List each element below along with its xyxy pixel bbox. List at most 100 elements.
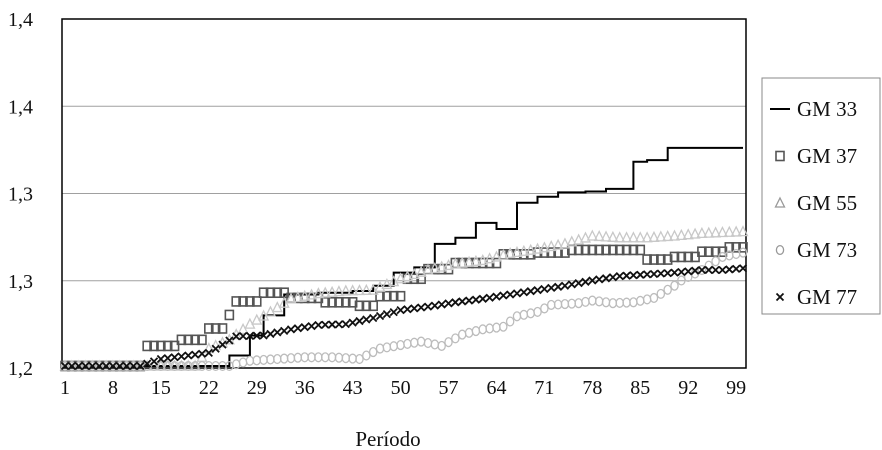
series-gm-73-point [629, 297, 638, 308]
series-gm-77-point [684, 267, 693, 276]
series-gm-73-point [546, 299, 556, 310]
series-gm-77-point [512, 289, 522, 298]
series-gm-73-point [334, 352, 344, 363]
series-gm-37-point [183, 334, 194, 346]
series-gm-77-point [464, 296, 474, 305]
series-gm-73-point [526, 308, 535, 319]
legend-gm-73-swatch [775, 244, 785, 256]
series-gm-73-point [266, 354, 275, 365]
series-gm-73-point [389, 341, 398, 352]
x-tick-label: 29 [247, 377, 267, 399]
x-tick-label: 43 [343, 377, 363, 399]
x-tick-label: 64 [486, 377, 506, 399]
series-gm-73-point [622, 297, 631, 308]
series-gm-55-point [497, 248, 509, 260]
series-gm-73-point [300, 352, 309, 363]
series-gm-77-point [738, 264, 748, 273]
series-gm-77-point [321, 320, 330, 329]
series-gm-77-point [588, 276, 597, 285]
series-gm-73-point [649, 292, 659, 303]
series-gm-55-point [531, 242, 544, 254]
series-gm-55-point [305, 288, 318, 300]
series-gm-73-point [492, 322, 501, 333]
series-gm-77-point [232, 332, 241, 341]
y-tick-labels: 1,2 1,3 1,3 1,4 1,4 [8, 9, 33, 380]
series-gm-77-point [60, 361, 70, 371]
series-gm-77-point [382, 309, 392, 319]
series-gm-77-point [136, 361, 145, 371]
series-gm-73-point [738, 247, 748, 258]
series-gm-77-point [519, 288, 528, 297]
series-gm-73-point [286, 353, 296, 364]
legend-gm-77-swatch [775, 292, 785, 302]
series-gm-37-point [245, 296, 255, 307]
series-gm-77-point [95, 361, 104, 371]
series-gm-73-point [567, 298, 577, 309]
series-gm-37-point [190, 334, 200, 346]
series-gm-73-point [382, 342, 392, 353]
series-gm-37-point [710, 246, 721, 258]
series-gm-37-point [608, 244, 618, 256]
series-gm-37-point [601, 244, 611, 256]
series-gm-77-point [458, 297, 467, 306]
series-gm-73-point [656, 288, 666, 299]
series-gm-77-point [293, 324, 302, 333]
series-gm-55-point [723, 225, 735, 237]
series-gm-73-point [519, 309, 529, 320]
series-gm-77-point [581, 277, 590, 286]
series-gm-55-point [614, 231, 626, 243]
series-gm-77 [60, 264, 748, 371]
x-tick-label: 92 [678, 377, 698, 399]
series-gm-37-point [656, 254, 666, 265]
series-gm-73-point [293, 352, 303, 363]
series-gm-37-point [573, 244, 584, 256]
series-gm-33-line [65, 146, 743, 367]
series-gm-55-point [566, 235, 578, 247]
series-gm-37-point [272, 287, 283, 299]
series-gm-77-point [485, 293, 494, 302]
series-gm-55-point [573, 233, 585, 245]
series-gm-73-point [642, 294, 652, 305]
series-gm-37-point [347, 297, 358, 308]
series-gm-55-point [716, 226, 729, 238]
series-gm-55 [59, 225, 749, 371]
series-gm-77-point [533, 285, 542, 295]
series-gm-73-point [677, 275, 686, 286]
series-gm-37-point [635, 244, 646, 256]
series-gm-73-point [457, 329, 467, 340]
series-gm-77-point [403, 305, 412, 314]
series-gm-55-point [559, 237, 571, 249]
series-gm-77-point [163, 354, 172, 363]
series-gm-55-point [477, 253, 489, 266]
legend-gm-37-swatch [775, 150, 785, 162]
series-gm-73-point [499, 321, 508, 332]
series-gm-73-point [416, 336, 426, 347]
series-gm-77-point [670, 268, 679, 277]
legend-gm-73: GM 73 [775, 238, 857, 262]
series-gm-73-point [307, 352, 316, 363]
series-gm-77-point [252, 331, 261, 340]
series-gm-73-point [451, 333, 460, 344]
series-gm-33 [65, 146, 743, 367]
series-gm-55-point [668, 229, 681, 241]
series-gm-77-point [314, 320, 323, 330]
legend-gm-77-label: GM 77 [797, 285, 857, 309]
series-gm-77-point [197, 349, 207, 358]
x-tick-label: 78 [582, 377, 602, 399]
series-gm-37-point [176, 334, 187, 346]
series-gm-77-point [266, 329, 275, 339]
series-gm-77-point [499, 291, 508, 300]
series-gm-77-point [711, 265, 720, 275]
legend-box [761, 77, 881, 315]
series-gm-55-point [312, 287, 324, 299]
series-gm-77-point [629, 271, 638, 280]
x-tick-label: 1 [60, 377, 70, 399]
series-gm-55-point [730, 225, 742, 237]
series-gm-77-point [108, 361, 118, 371]
series-gm-73 [60, 247, 748, 372]
series-gm-55-point [470, 254, 482, 266]
series-gm-55-point [463, 255, 475, 267]
series-gm-77-point [184, 351, 193, 360]
series-gm-37-point [265, 287, 276, 299]
